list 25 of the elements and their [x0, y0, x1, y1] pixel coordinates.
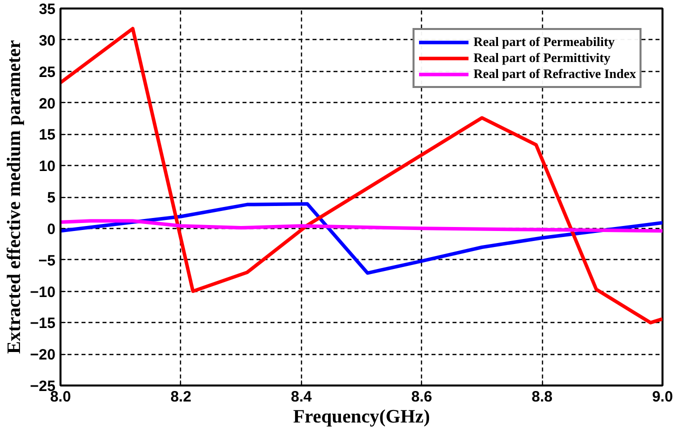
- y-axis-title: Extracted effective medium parameter: [4, 39, 26, 354]
- line-series: [60, 202, 662, 275]
- y-tick-label: −20: [30, 346, 56, 364]
- legend-label: Real part of Permeability: [474, 34, 615, 50]
- legend-label: Real part of Refractive Index: [474, 66, 636, 82]
- x-tick-label: 8.8: [532, 388, 553, 406]
- x-tick-label: 9.0: [652, 388, 673, 406]
- y-tick-label: 10: [38, 158, 56, 176]
- y-tick-label: −15: [30, 315, 56, 332]
- line-series: [60, 26, 662, 324]
- line-series: [60, 219, 662, 233]
- y-tick-label: −10: [30, 284, 56, 301]
- y-tick-label: 0: [47, 220, 56, 238]
- legend-label: Real part of Permittivity: [474, 50, 610, 66]
- y-tick-label: 5: [47, 190, 56, 206]
- y-tick-label: 30: [38, 32, 56, 50]
- y-tick-label: 20: [38, 95, 56, 112]
- y-tick-label: 35: [38, 1, 56, 18]
- y-tick-label: 25: [38, 64, 56, 81]
- y-tick-label: −5: [38, 252, 56, 270]
- x-tick-label: 8.4: [290, 388, 312, 406]
- x-tick-label: 8.6: [411, 388, 432, 406]
- x-axis-title: Frequency(GHz): [293, 406, 430, 428]
- x-tick-label: 8.2: [170, 388, 192, 406]
- y-tick-label: 15: [38, 126, 56, 144]
